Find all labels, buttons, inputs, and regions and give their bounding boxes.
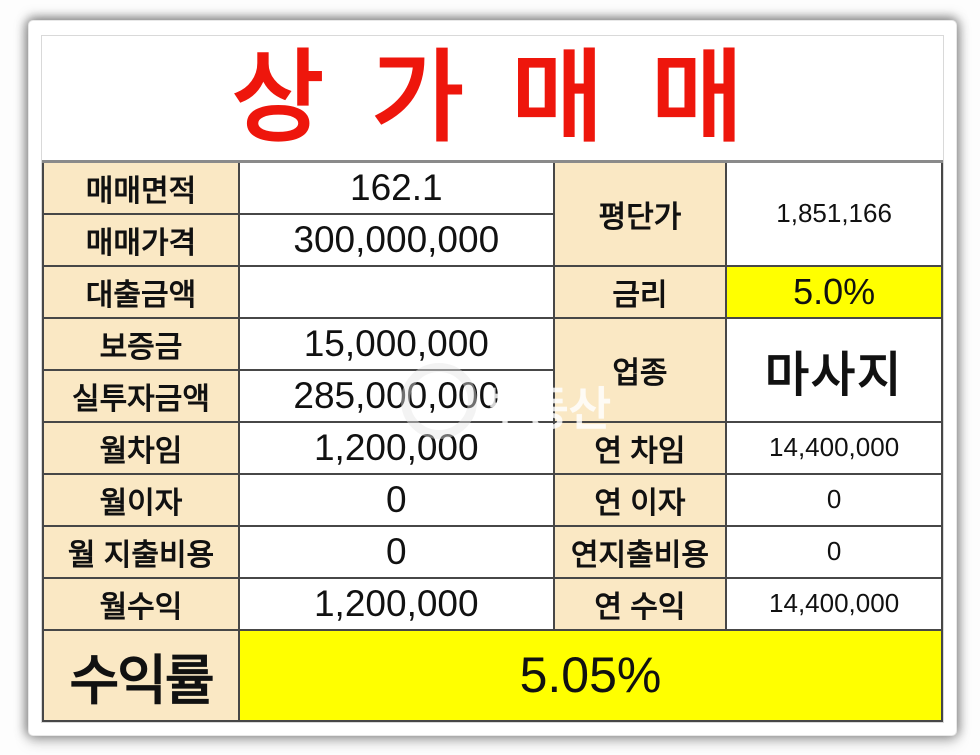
label-business-type: 업종 <box>552 316 728 423</box>
value-yield-rate: 5.05% <box>237 628 944 722</box>
table-row: 월 지출비용 0 연지출비용 0 <box>42 524 943 579</box>
label-annual-expense: 연지출비용 <box>552 524 728 579</box>
value-loan-amount <box>237 264 555 319</box>
label-annual-interest: 연 이자 <box>552 472 728 527</box>
page-title: 상 가 매 매 <box>231 42 754 154</box>
value-sale-area: 162.1 <box>237 160 555 215</box>
content-frame: 상 가 매 매 매매면적 162.1 평단가 1,851,166 매매가격 <box>41 35 944 723</box>
label-net-investment: 실투자금액 <box>42 368 240 423</box>
value-monthly-expense: 0 <box>237 524 555 579</box>
table-row: 매매가격 300,000,000 <box>42 213 942 267</box>
value-monthly-rent: 1,200,000 <box>237 420 555 475</box>
table-row: 매매면적 162.1 평단가 1,851,166 <box>42 160 943 267</box>
table-row-summary: 수익률 5.05% <box>42 628 944 722</box>
table-row: 실투자금액 285,000,000 <box>42 368 942 423</box>
table-row: 보증금 15,000,000 업종 마사지 <box>42 316 943 423</box>
value-sale-price: 300,000,000 <box>237 213 555 267</box>
label-monthly-interest: 월이자 <box>42 472 240 527</box>
label-sale-area: 매매면적 <box>42 160 240 215</box>
value-annual-rent: 14,400,000 <box>725 420 943 475</box>
value-net-investment: 285,000,000 <box>237 368 555 423</box>
label-interest-rate: 금리 <box>552 264 728 319</box>
photo-card: 상 가 매 매 매매면적 162.1 평단가 1,851,166 매매가격 <box>28 20 957 736</box>
table-row: 월차임 1,200,000 연 차임 14,400,000 <box>42 420 943 475</box>
table-row: 월수익 1,200,000 연 수익 14,400,000 <box>42 576 943 631</box>
label-sale-price: 매매가격 <box>42 213 240 267</box>
label-loan-amount: 대출금액 <box>42 264 240 319</box>
value-annual-expense: 0 <box>725 524 943 579</box>
table-row: 월이자 0 연 이자 0 <box>42 472 943 527</box>
label-monthly-income: 월수익 <box>42 576 240 631</box>
value-deposit: 15,000,000 <box>237 316 555 371</box>
label-annual-income: 연 수익 <box>552 576 728 631</box>
label-monthly-rent: 월차임 <box>42 420 240 475</box>
value-monthly-income: 1,200,000 <box>237 576 555 631</box>
table-row: 대출금액 금리 5.0% <box>42 264 943 319</box>
value-interest-rate: 5.0% <box>725 264 943 319</box>
label-monthly-expense: 월 지출비용 <box>42 524 240 579</box>
property-sheet-table: 매매면적 162.1 평단가 1,851,166 매매가격 300,000,00… <box>42 160 944 722</box>
label-deposit: 보증금 <box>42 316 240 371</box>
value-price-per-pyeong: 1,851,166 <box>725 160 943 267</box>
value-monthly-interest: 0 <box>237 472 555 527</box>
label-annual-rent: 연 차임 <box>552 420 728 475</box>
label-price-per-pyeong: 평단가 <box>552 160 728 267</box>
value-business-type: 마사지 <box>725 316 943 423</box>
label-yield-rate: 수익률 <box>42 628 240 722</box>
value-annual-interest: 0 <box>725 472 943 527</box>
value-annual-income: 14,400,000 <box>725 576 943 631</box>
